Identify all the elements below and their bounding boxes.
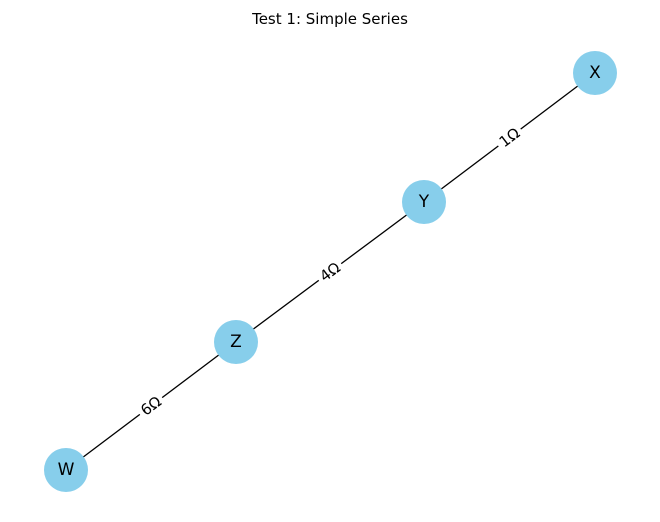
edges-layer: 1Ω 4Ω 6Ω [65,72,596,471]
diagram-title: Test 1: Simple Series [251,10,408,28]
node-y: Y [402,180,446,224]
edge-label-background [492,121,527,154]
edge-label-group: 1Ω [492,121,527,154]
node-circle [573,51,617,95]
node-circle [214,320,258,364]
edge-z-w: 6Ω [65,341,237,471]
edge-x-y: 1Ω [423,72,596,203]
edge-label-background [312,255,348,289]
node-label: Z [230,332,242,352]
node-w: W [44,448,88,492]
node-label: X [589,63,601,83]
node-x: X [573,51,617,95]
nodes-layer: X Y Z W [44,51,617,492]
node-label: W [58,460,75,480]
edge-y-z: 4Ω [235,201,425,343]
node-circle [402,180,446,224]
edge-label-background [133,389,169,423]
node-circle [44,448,88,492]
edge-label-group: 6Ω [133,389,169,423]
node-label: Y [418,192,430,212]
edge-label-group: 4Ω [312,255,348,289]
node-z: Z [214,320,258,364]
